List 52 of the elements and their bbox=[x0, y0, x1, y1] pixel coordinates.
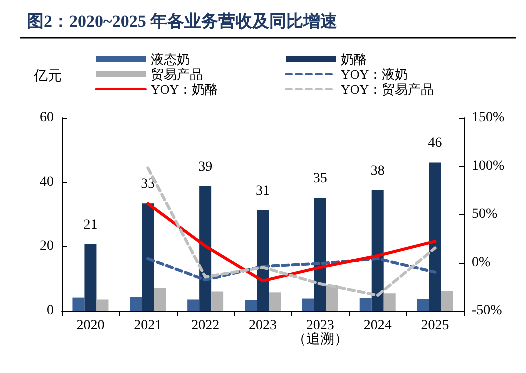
data-label: 33 bbox=[141, 177, 156, 192]
legend-label: YOY：液奶 bbox=[341, 67, 408, 82]
y-tick-label: 40 bbox=[40, 174, 54, 190]
x-tick-label: 2023 bbox=[249, 318, 277, 334]
y-tick-label: 60 bbox=[40, 110, 54, 126]
bar bbox=[154, 288, 166, 311]
data-label: 39 bbox=[198, 160, 213, 176]
data-label: 21 bbox=[84, 218, 98, 233]
y2-tick-label: 150% bbox=[472, 110, 505, 126]
bar bbox=[302, 298, 314, 311]
bar bbox=[84, 244, 97, 311]
legend-label: 贸易产品 bbox=[151, 67, 203, 82]
bar bbox=[142, 204, 154, 311]
y2-tick-label: 0% bbox=[472, 255, 491, 270]
bar bbox=[130, 297, 142, 311]
bar bbox=[96, 300, 109, 311]
bar bbox=[72, 298, 85, 311]
y-tick-label: 0 bbox=[47, 304, 54, 318]
x-tick-label: 2023 （追溯） bbox=[292, 318, 348, 348]
legend-label: 液态奶 bbox=[151, 52, 190, 67]
chart-title: 图2：2020~2025 年各业务营收及同比增速 bbox=[27, 12, 338, 31]
x-tick-label: 2021 bbox=[134, 318, 162, 334]
data-label: 38 bbox=[370, 164, 385, 179]
y2-tick-label: -50% bbox=[472, 304, 503, 318]
bar bbox=[188, 300, 200, 311]
y2-tick-label: 100% bbox=[472, 158, 505, 174]
data-label: 31 bbox=[256, 184, 270, 199]
bar bbox=[245, 300, 257, 311]
legend-label: YOY：奶酪 bbox=[151, 82, 218, 97]
bar bbox=[372, 190, 384, 311]
data-label: 46 bbox=[428, 136, 442, 152]
x-tick-label: 2022 bbox=[192, 318, 220, 334]
x-tick-label: 2020 bbox=[76, 318, 105, 334]
bar bbox=[314, 198, 326, 311]
bar bbox=[429, 162, 442, 311]
legend-label: 奶酪 bbox=[341, 52, 367, 67]
y2-tick-label: 50% bbox=[472, 207, 498, 222]
data-label: 35 bbox=[313, 172, 328, 187]
bar bbox=[200, 186, 212, 311]
x-tick-label: 2024 bbox=[364, 318, 392, 334]
bar bbox=[441, 291, 454, 311]
line-series bbox=[146, 257, 437, 282]
bar bbox=[212, 292, 224, 311]
bar bbox=[360, 298, 372, 311]
legend-label: YOY：贸易产品 bbox=[341, 82, 434, 97]
bar bbox=[257, 210, 269, 311]
x-tick-label: 2025 bbox=[421, 318, 450, 334]
bar bbox=[417, 299, 430, 311]
y-axis-title: 亿元 bbox=[33, 68, 62, 84]
line-series bbox=[146, 202, 437, 283]
bar bbox=[269, 292, 281, 311]
y-tick-label: 20 bbox=[40, 239, 54, 254]
